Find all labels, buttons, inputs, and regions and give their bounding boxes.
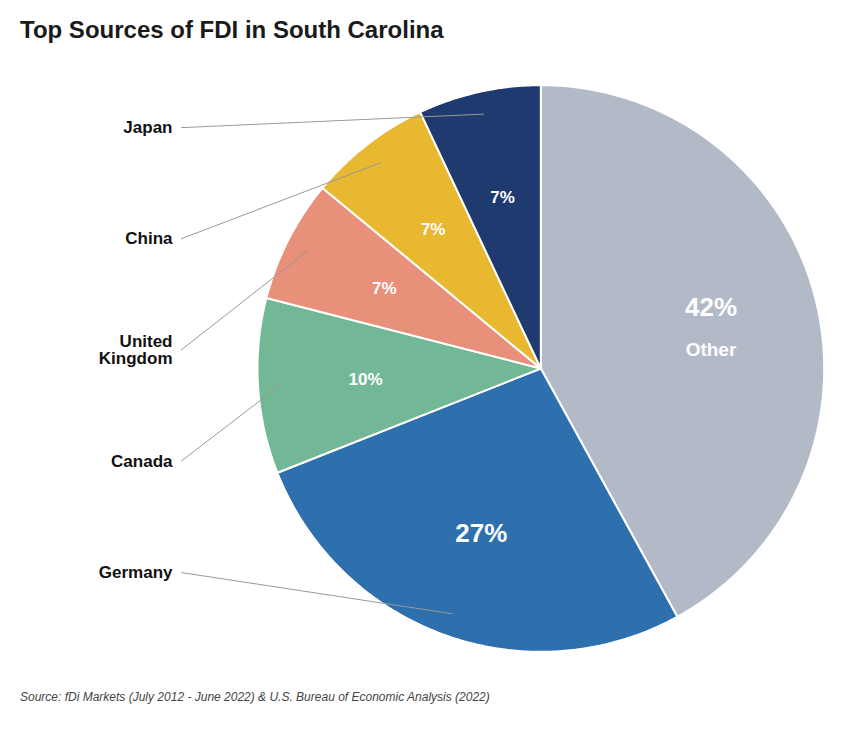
svg-text:7%: 7%: [421, 220, 446, 239]
svg-text:Canada: Canada: [111, 452, 173, 471]
svg-text:7%: 7%: [372, 279, 397, 298]
svg-text:7%: 7%: [490, 188, 515, 207]
svg-text:Japan: Japan: [123, 118, 172, 137]
svg-text:UnitedKingdom: UnitedKingdom: [99, 332, 173, 368]
svg-text:Germany: Germany: [99, 563, 173, 582]
svg-text:27%: 27%: [455, 518, 507, 548]
svg-text:42%: 42%: [685, 292, 737, 322]
svg-text:Other: Other: [686, 339, 737, 360]
html-text:Source: fDi Markets (July 2012: Source: fDi Markets (July 2012 - June 20…: [20, 690, 490, 704]
svg-text:10%: 10%: [348, 370, 382, 389]
svg-text:China: China: [125, 229, 173, 248]
html-text:Top Sources of FDI in South Ca: Top Sources of FDI in South Carolina: [20, 16, 444, 43]
